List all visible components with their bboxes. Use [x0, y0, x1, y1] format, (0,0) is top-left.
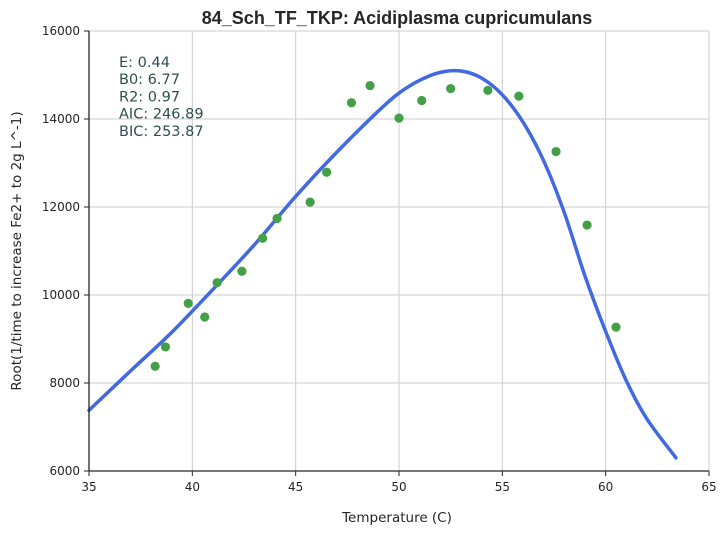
data-point	[258, 233, 268, 243]
x-tick-label: 65	[701, 480, 716, 494]
data-point	[483, 85, 493, 95]
data-point	[200, 312, 210, 322]
y-tick-label: 8000	[49, 376, 80, 390]
fit-stat-line: B0: 6.77	[119, 72, 180, 88]
x-tick-label: 45	[288, 480, 303, 494]
grid	[89, 30, 710, 471]
data-point	[446, 84, 456, 94]
x-tick-label: 60	[598, 480, 613, 494]
x-tick-label: 40	[185, 480, 200, 494]
data-point	[551, 146, 561, 157]
data-point	[150, 361, 160, 371]
data-point	[346, 98, 357, 108]
data-point	[212, 278, 222, 288]
data-point	[322, 167, 332, 177]
fit-stat-line: AIC: 246.89	[119, 107, 204, 123]
fit-stat-line: R2: 0.97	[119, 89, 180, 105]
data-point	[611, 322, 621, 332]
fit-stat-line: E: 0.44	[119, 55, 170, 71]
y-tick-label: 12000	[42, 200, 80, 214]
data-point	[417, 95, 427, 106]
x-tick-label: 55	[495, 480, 510, 494]
data-point	[394, 113, 404, 123]
chart-title: 84_Sch_TF_TKP: Acidiplasma cupricumulans	[202, 8, 592, 28]
data-point	[514, 91, 524, 101]
data-point	[582, 220, 592, 230]
y-tick-label: 16000	[42, 24, 80, 38]
fit-curve	[87, 68, 678, 460]
x-tick-label: 35	[81, 480, 96, 494]
data-point	[237, 266, 247, 276]
data-point	[160, 342, 171, 352]
fit-stat-line: BIC: 253.87	[119, 124, 204, 140]
points-layer	[150, 80, 621, 371]
data-point	[183, 298, 193, 308]
x-axis-label: Temperature (C)	[341, 510, 452, 526]
y-tick-label: 10000	[42, 288, 80, 302]
y-tick-label: 6000	[49, 464, 80, 478]
data-point	[272, 213, 282, 224]
y-axis-label: Root(1/time to increase Fe2+ to 2g L^-1)	[9, 111, 25, 390]
data-point	[305, 197, 315, 207]
x-tick-label: 50	[391, 480, 406, 494]
tick-labels: 35 40 45 50 55 60 65 6000 8000 10000 12000 14000 160…	[42, 24, 717, 494]
data-point	[365, 80, 375, 91]
fit-curve-layer	[87, 68, 678, 460]
axes	[84, 30, 710, 476]
y-tick-label: 14000	[42, 112, 80, 126]
